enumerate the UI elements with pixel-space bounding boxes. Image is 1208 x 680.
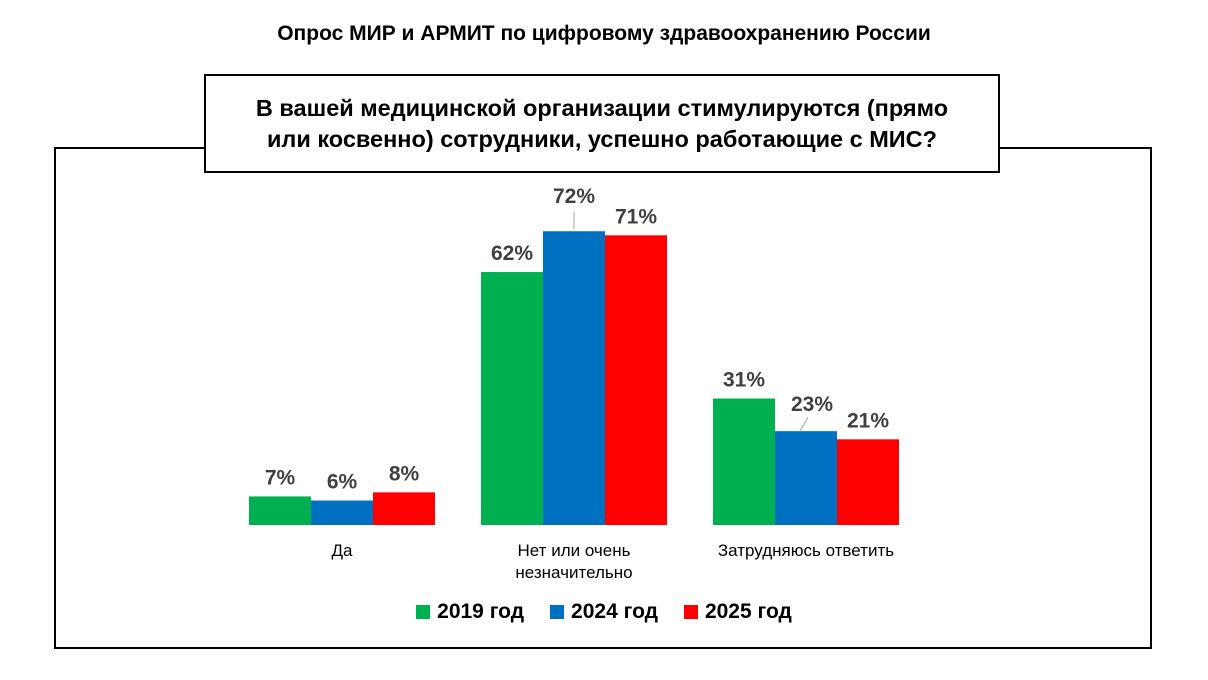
category-label: Затрудняюсь ответить [696,540,916,562]
question-box: В вашей медицинской организации стимулир… [204,74,1000,173]
data-label: 21% [847,409,889,432]
page-title: Опрос МИР и АРМИТ по цифровому здравоохр… [277,22,931,45]
legend-label: 2025 год [704,600,792,623]
category-label-line: Нет или очень [517,541,631,560]
category-label-line: Затрудняюсь ответить [717,541,895,560]
data-label: 8% [389,462,420,485]
data-label: 31% [723,369,765,392]
bar-2024-год-cat-0 [311,500,373,525]
legend-item: 2024 год [550,600,658,624]
category-label: Нет или очень незначительно [464,540,684,584]
bar-2024-год-cat-2 [775,431,837,525]
category-label-line: Да [331,541,353,560]
bar-2019-год-cat-1 [481,272,543,525]
legend: 2019 год 2024 год 2025 год [0,600,1208,624]
bar-2025-год-cat-0 [373,492,435,525]
data-label: 62% [491,242,533,265]
category-label: Да [232,540,452,562]
legend-item: 2025 год [683,600,792,624]
bar-2024-год-cat-1 [543,231,605,526]
legend-item: 2019 год [416,600,524,624]
chart-title: В вашей медицинской организации стимулир… [255,94,949,152]
data-label: 71% [615,205,657,228]
legend-label: 2024 год [571,600,658,623]
data-label: 23% [791,393,833,416]
data-label-leader-line [799,416,809,432]
legend-swatch [550,605,565,619]
bar-2025-год-cat-2 [837,439,899,525]
legend-label: 2019 год [437,600,525,623]
category-label-line: незначительно [515,563,633,582]
legend-swatch [416,605,431,619]
bar-2025-год-cat-1 [605,235,667,525]
bar-2019-год-cat-2 [713,398,775,525]
legend-swatch [683,605,698,619]
data-label: 6% [327,471,358,494]
data-label: 72% [553,185,595,208]
bar-2019-год-cat-0 [249,496,311,525]
data-label: 7% [265,466,296,489]
